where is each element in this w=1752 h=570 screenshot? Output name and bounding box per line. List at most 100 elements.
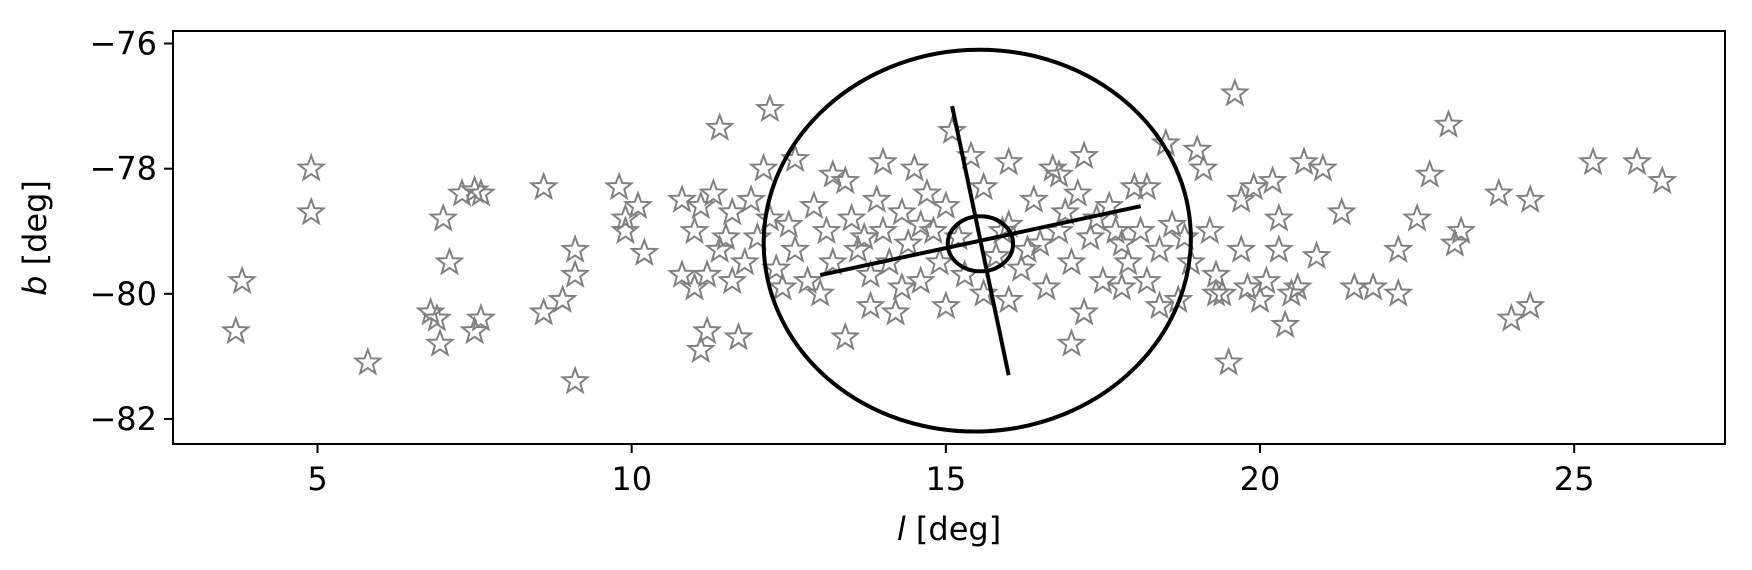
- star-marker: [528, 171, 559, 201]
- star-marker: [742, 221, 773, 251]
- star-marker: [993, 146, 1024, 176]
- star-marker: [220, 315, 251, 345]
- star-marker: [547, 284, 578, 313]
- star-marker: [1232, 271, 1263, 301]
- star-marker: [1156, 209, 1188, 238]
- star-marker: [1100, 215, 1131, 245]
- star-marker: [1383, 234, 1414, 263]
- star-marker: [811, 215, 842, 245]
- plot-frame: [172, 30, 1726, 445]
- star-marker: [949, 259, 980, 288]
- star-marker: [691, 259, 723, 288]
- star-marker: [980, 240, 1012, 270]
- star-marker: [1357, 271, 1389, 301]
- star-marker: [723, 321, 754, 351]
- star-marker: [622, 190, 654, 220]
- star-marker: [1182, 133, 1213, 163]
- star-marker: [717, 196, 748, 226]
- star-marker: [717, 265, 748, 295]
- star-marker: [849, 221, 880, 251]
- star-marker: [968, 277, 999, 307]
- star-marker: [1496, 302, 1527, 332]
- star-marker: [415, 296, 446, 326]
- star-marker: [1175, 246, 1207, 276]
- star-marker: [836, 202, 867, 232]
- y-tick-label: −78: [89, 150, 157, 188]
- star-marker: [817, 158, 848, 188]
- star-marker: [1257, 165, 1288, 195]
- star-marker: [805, 277, 836, 307]
- star-marker: [691, 315, 723, 345]
- x-tick-label: 5: [307, 460, 327, 498]
- star-marker: [1515, 184, 1546, 213]
- star-marker: [1068, 296, 1100, 326]
- star-marker: [603, 171, 635, 201]
- star-marker: [704, 112, 735, 141]
- star-marker: [1251, 265, 1282, 295]
- star-marker: [296, 196, 327, 226]
- y-tick-label: −82: [89, 400, 157, 438]
- star-marker: [1401, 202, 1433, 232]
- star-marker: [779, 234, 811, 263]
- star-marker: [930, 290, 962, 320]
- star-marker: [666, 184, 698, 213]
- star-marker: [830, 321, 861, 351]
- star-marker: [1483, 177, 1514, 207]
- star-marker: [1226, 234, 1257, 263]
- star-marker: [754, 93, 786, 123]
- star-marker: [465, 177, 497, 207]
- star-marker: [861, 184, 892, 213]
- star-marker: [798, 190, 830, 220]
- star-marker: [1131, 265, 1163, 295]
- star-marker: [1238, 171, 1269, 201]
- star-marker: [893, 227, 924, 257]
- x-tick-label: 25: [1554, 460, 1595, 498]
- star-marker: [1050, 196, 1081, 226]
- minor-axis-line: [950, 105, 1011, 376]
- star-marker: [1106, 271, 1137, 301]
- star-marker: [1012, 234, 1043, 263]
- star-marker: [767, 271, 798, 301]
- star-marker: [1263, 234, 1295, 263]
- star-marker: [1068, 140, 1100, 170]
- star-marker: [1131, 171, 1163, 201]
- overlay-shapes: [761, 47, 1193, 434]
- star-marker: [710, 221, 742, 251]
- y-tick-label: −76: [89, 25, 157, 63]
- star-marker: [1219, 77, 1251, 107]
- star-marker: [886, 196, 918, 226]
- star-marker: [1414, 158, 1445, 188]
- y-tick-label: −80: [89, 275, 157, 313]
- star-marker: [880, 296, 911, 326]
- star-marker: [968, 171, 999, 201]
- star-marker: [1301, 240, 1332, 270]
- star-marker: [685, 334, 716, 363]
- star-marker: [792, 265, 823, 295]
- star-marker: [1445, 215, 1477, 245]
- star-marker: [748, 152, 779, 182]
- star-marker: [1307, 152, 1339, 182]
- star-marker: [1087, 265, 1119, 295]
- star-marker: [434, 246, 465, 276]
- y-axis-label: b [deg]: [16, 180, 54, 296]
- star-marker: [559, 234, 591, 263]
- star-marker: [867, 215, 899, 245]
- data-points: [220, 77, 1678, 395]
- y-axis-ticks: −76 −78 −80 −82: [89, 25, 173, 438]
- star-marker: [1056, 246, 1087, 276]
- star-marker: [698, 177, 729, 207]
- star-marker: [1056, 327, 1087, 357]
- star-marker: [465, 302, 497, 332]
- x-axis-label: l [deg]: [897, 510, 1001, 548]
- star-marker: [1282, 271, 1313, 301]
- star-marker: [1263, 202, 1295, 232]
- star-marker: [905, 209, 936, 238]
- star-marker: [1169, 221, 1200, 251]
- star-marker: [610, 215, 641, 245]
- star-marker: [296, 152, 327, 182]
- star-marker: [1383, 277, 1414, 307]
- star-marker: [1200, 277, 1232, 307]
- star-marker: [1188, 152, 1219, 182]
- star-marker: [1515, 290, 1546, 320]
